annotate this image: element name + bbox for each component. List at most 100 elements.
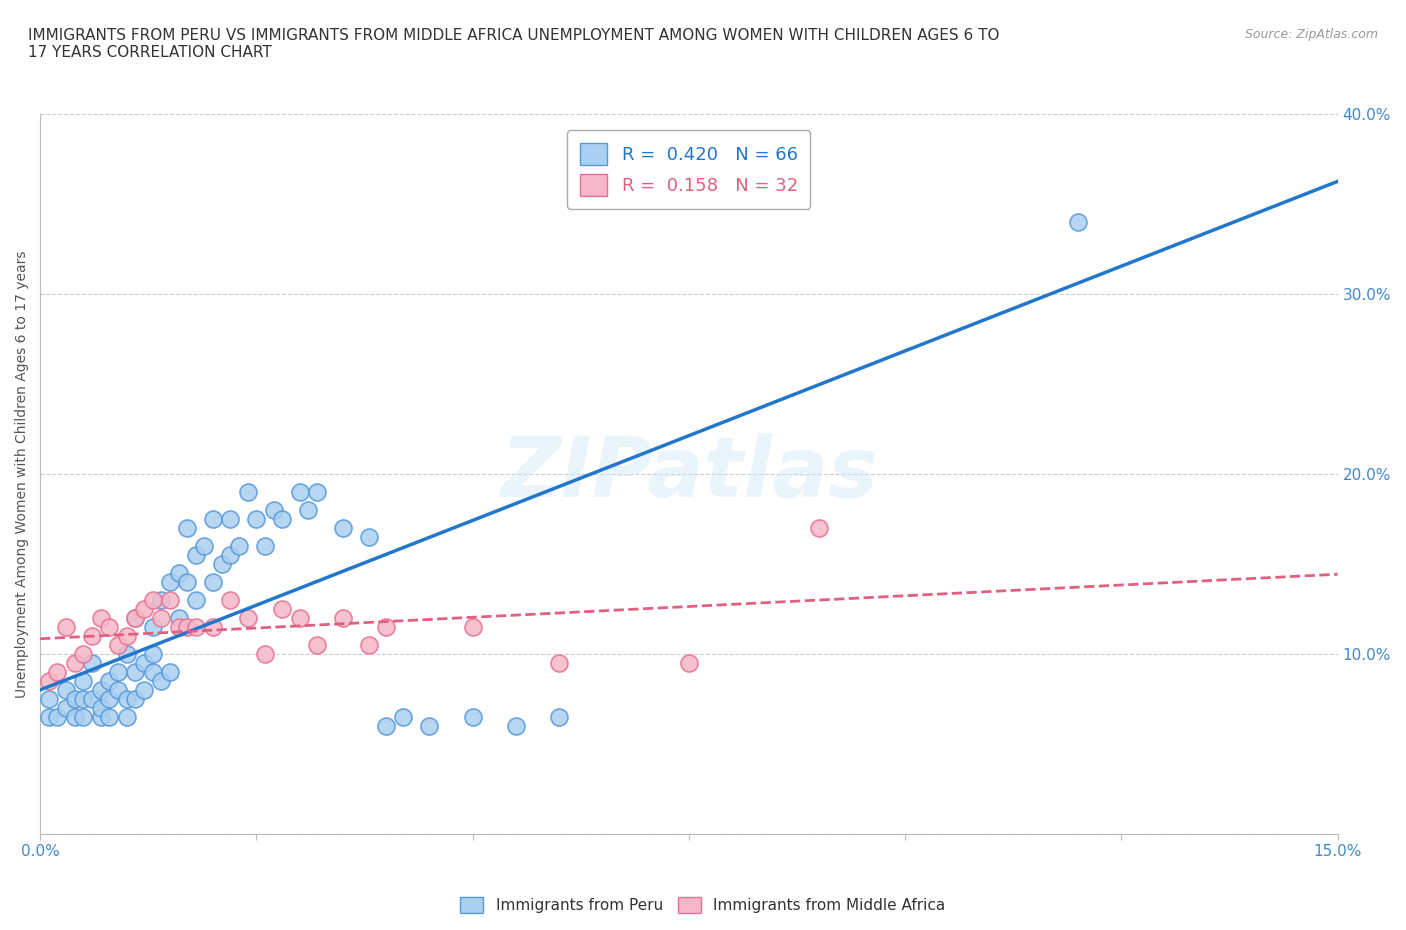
Point: [288, 485, 311, 499]
Point: [807, 521, 830, 536]
Point: [263, 502, 285, 517]
Point: [80, 656, 103, 671]
Point: [678, 656, 700, 671]
Point: [80, 691, 103, 706]
Point: [245, 512, 267, 526]
Point: [332, 521, 354, 536]
Point: [124, 691, 146, 706]
Point: [548, 656, 571, 671]
Point: [357, 637, 380, 652]
Point: [392, 710, 415, 724]
Point: [219, 512, 242, 526]
Point: [167, 610, 190, 625]
Point: [90, 683, 112, 698]
Point: [1067, 215, 1090, 230]
Point: [124, 664, 146, 679]
Point: [288, 610, 311, 625]
Point: [115, 710, 138, 724]
Point: [159, 575, 181, 590]
Point: [98, 619, 121, 634]
Point: [63, 691, 86, 706]
Point: [142, 592, 165, 607]
Point: [176, 575, 198, 590]
Point: [55, 619, 77, 634]
Point: [142, 664, 165, 679]
Point: [418, 718, 440, 733]
Point: [305, 637, 328, 652]
Point: [142, 646, 165, 661]
Point: [107, 664, 129, 679]
Point: [184, 592, 207, 607]
Point: [98, 673, 121, 688]
Text: ZIPatlas: ZIPatlas: [501, 433, 877, 514]
Point: [72, 673, 94, 688]
Point: [115, 646, 138, 661]
Point: [271, 512, 294, 526]
Point: [124, 610, 146, 625]
Point: [211, 556, 233, 571]
Point: [253, 538, 276, 553]
Point: [115, 691, 138, 706]
Point: [38, 691, 60, 706]
Point: [63, 656, 86, 671]
Point: [142, 619, 165, 634]
Point: [132, 602, 155, 617]
Point: [202, 512, 225, 526]
Point: [461, 710, 484, 724]
Point: [548, 710, 571, 724]
Point: [38, 710, 60, 724]
Point: [176, 521, 198, 536]
Point: [332, 610, 354, 625]
Point: [150, 592, 173, 607]
Point: [253, 646, 276, 661]
Point: [236, 610, 259, 625]
Point: [72, 691, 94, 706]
Point: [150, 610, 173, 625]
Legend: Immigrants from Peru, Immigrants from Middle Africa: Immigrants from Peru, Immigrants from Mi…: [461, 897, 945, 913]
Point: [107, 683, 129, 698]
Point: [375, 718, 398, 733]
Point: [80, 629, 103, 644]
Point: [159, 664, 181, 679]
Point: [46, 664, 69, 679]
Point: [107, 637, 129, 652]
Point: [124, 610, 146, 625]
Point: [184, 548, 207, 563]
Point: [150, 673, 173, 688]
Text: IMMIGRANTS FROM PERU VS IMMIGRANTS FROM MIDDLE AFRICA UNEMPLOYMENT AMONG WOMEN W: IMMIGRANTS FROM PERU VS IMMIGRANTS FROM …: [28, 28, 1000, 60]
Point: [98, 691, 121, 706]
Point: [167, 619, 190, 634]
Point: [90, 610, 112, 625]
Point: [202, 575, 225, 590]
Point: [38, 673, 60, 688]
Point: [678, 188, 700, 203]
Point: [193, 538, 215, 553]
Point: [505, 718, 527, 733]
Point: [297, 502, 319, 517]
Point: [305, 485, 328, 499]
Point: [90, 700, 112, 715]
Point: [90, 710, 112, 724]
Point: [176, 619, 198, 634]
Point: [98, 710, 121, 724]
Point: [184, 619, 207, 634]
Point: [219, 592, 242, 607]
Point: [228, 538, 250, 553]
Point: [63, 710, 86, 724]
Point: [202, 619, 225, 634]
Point: [167, 565, 190, 580]
Point: [132, 656, 155, 671]
Point: [236, 485, 259, 499]
Legend: R =  0.420   N = 66, R =  0.158   N = 32: R = 0.420 N = 66, R = 0.158 N = 32: [568, 130, 810, 208]
Point: [375, 619, 398, 634]
Y-axis label: Unemployment Among Women with Children Ages 6 to 17 years: Unemployment Among Women with Children A…: [15, 250, 30, 698]
Point: [219, 548, 242, 563]
Point: [72, 646, 94, 661]
Point: [159, 592, 181, 607]
Point: [46, 710, 69, 724]
Point: [55, 700, 77, 715]
Point: [132, 683, 155, 698]
Point: [271, 602, 294, 617]
Point: [357, 529, 380, 544]
Point: [115, 629, 138, 644]
